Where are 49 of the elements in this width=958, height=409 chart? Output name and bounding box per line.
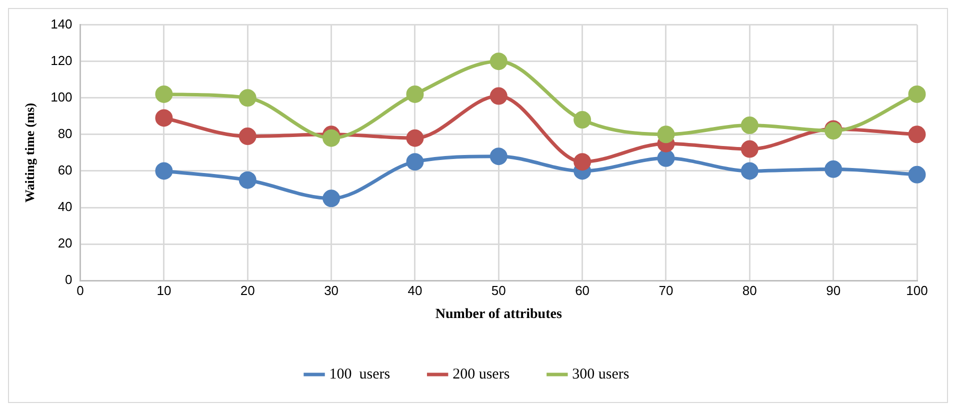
point: [740, 116, 758, 134]
x-tick-label: 70: [658, 282, 674, 298]
point: [155, 162, 173, 180]
point: [406, 129, 424, 147]
legend-label: 100 users: [329, 366, 390, 382]
x-tick-label: 60: [575, 282, 590, 298]
point: [155, 109, 173, 127]
point: [406, 153, 424, 171]
point: [574, 111, 592, 129]
x-tick-label: 100: [906, 282, 928, 298]
point: [322, 129, 340, 147]
x-tick-label: 10: [156, 282, 172, 298]
point: [657, 126, 675, 144]
x-axis-title: Number of attributes: [435, 307, 562, 322]
x-tick-label: 50: [491, 282, 506, 298]
point: [574, 153, 592, 171]
point: [238, 89, 256, 107]
point: [238, 128, 256, 146]
y-tick-label: 140: [50, 16, 72, 32]
point: [740, 140, 758, 158]
point: [740, 162, 758, 180]
point: [824, 160, 842, 178]
x-tick-label: 30: [324, 282, 339, 298]
x-tick-label: 90: [826, 282, 841, 298]
point: [155, 85, 173, 103]
x-tick-label: 40: [408, 282, 422, 298]
point: [406, 85, 424, 103]
legend-label: 300 users: [572, 366, 630, 382]
point: [908, 85, 926, 103]
point: [322, 190, 340, 208]
point: [490, 87, 508, 105]
y-tick-label: 40: [58, 199, 72, 214]
y-tick-label: 80: [58, 126, 72, 142]
x-tick-label: 0: [76, 282, 84, 298]
x-tick-label: 20: [240, 282, 255, 298]
point: [238, 171, 256, 189]
point: [657, 149, 675, 167]
point: [908, 166, 926, 184]
point: [490, 148, 508, 166]
y-tick-label: 0: [65, 272, 72, 288]
point: [490, 52, 508, 70]
x-tick-label: 80: [742, 282, 757, 298]
y-axis-title: Waiting time (ms): [22, 102, 38, 203]
point: [908, 126, 926, 144]
y-tick-label: 120: [50, 52, 72, 68]
y-tick-label: 60: [58, 162, 72, 178]
legend-label: 200 users: [452, 366, 510, 382]
y-tick-label: 20: [58, 236, 72, 251]
y-tick-label: 100: [50, 89, 72, 104]
